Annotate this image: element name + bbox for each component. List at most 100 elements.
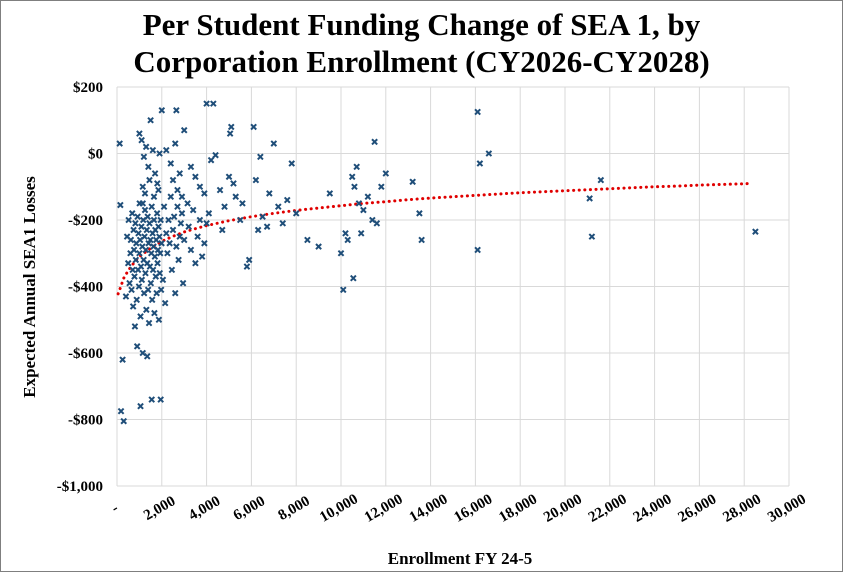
- data-point-stroke: [145, 163, 152, 171]
- data-point: [357, 229, 365, 237]
- data-point: [151, 170, 159, 177]
- data-point: [371, 138, 378, 146]
- data-point-stroke: [351, 183, 358, 191]
- data-point: [378, 183, 385, 191]
- data-point: [155, 316, 163, 324]
- data-point: [226, 130, 234, 137]
- data-point-stroke: [173, 243, 180, 250]
- x-tick-label: 14,000: [407, 491, 451, 525]
- data-point: [196, 216, 204, 224]
- data-point-stroke: [371, 138, 378, 146]
- data-point-stroke: [161, 299, 169, 307]
- data-point: [174, 186, 181, 194]
- data-point-stroke: [171, 140, 179, 147]
- data-point-stroke: [149, 266, 157, 274]
- data-point: [145, 239, 152, 247]
- data-point: [270, 140, 278, 147]
- data-point-stroke: [148, 203, 156, 211]
- data-point: [135, 283, 143, 290]
- data-point-stroke: [135, 283, 143, 290]
- data-point: [201, 239, 208, 247]
- data-point-stroke: [279, 220, 287, 227]
- data-point: [141, 190, 149, 197]
- data-point-stroke: [120, 417, 128, 425]
- data-point: [236, 216, 244, 224]
- data-point-stroke: [141, 190, 149, 197]
- data-point-stroke: [156, 233, 163, 240]
- data-point-stroke: [140, 153, 148, 161]
- data-point-stroke: [148, 296, 156, 304]
- data-point: [597, 176, 605, 184]
- data-point: [192, 173, 199, 181]
- data-point-stroke: [127, 236, 135, 244]
- data-point-stroke: [382, 170, 390, 177]
- data-point: [212, 151, 219, 159]
- data-point-stroke: [150, 243, 157, 250]
- data-point-stroke: [409, 178, 416, 186]
- data-point-stroke: [157, 396, 164, 403]
- data-point-stroke: [586, 195, 593, 202]
- data-point: [161, 299, 169, 307]
- data-point-stroke: [180, 236, 188, 244]
- data-point-stroke: [196, 216, 204, 224]
- data-point-stroke: [137, 263, 145, 270]
- x-tick-label: 4,000: [186, 493, 223, 524]
- data-point-stroke: [153, 210, 161, 217]
- x-tick-label: 8,000: [276, 493, 313, 524]
- x-tick-label: 30,000: [765, 491, 809, 525]
- data-point-stroke: [236, 216, 244, 224]
- chart-title: Per Student Funding Change of SEA 1, by …: [0, 6, 843, 80]
- data-point-stroke: [151, 253, 159, 260]
- y-tick-label: -$600: [68, 346, 103, 362]
- data-point-stroke: [175, 256, 182, 264]
- data-point-stroke: [304, 236, 311, 244]
- data-point: [130, 246, 138, 254]
- data-point-stroke: [288, 160, 296, 167]
- data-point-stroke: [254, 226, 262, 234]
- data-point-stroke: [139, 183, 147, 191]
- data-point-stroke: [752, 228, 759, 235]
- data-point-stroke: [176, 233, 184, 240]
- data-point: [149, 146, 157, 154]
- data-point: [167, 160, 175, 167]
- data-point-stroke: [245, 256, 253, 264]
- data-point-stroke: [196, 183, 204, 191]
- data-point: [187, 163, 195, 171]
- data-point: [133, 296, 141, 304]
- data-point: [409, 178, 416, 186]
- data-point-stroke: [218, 226, 226, 234]
- data-point: [243, 263, 251, 270]
- data-point-stroke: [130, 226, 137, 234]
- data-point-stroke: [150, 216, 158, 224]
- data-point-stroke: [117, 407, 125, 415]
- data-point: [156, 269, 164, 277]
- data-point-stroke: [138, 276, 146, 284]
- data-point: [752, 228, 759, 235]
- data-point-stroke: [155, 223, 162, 230]
- data-point-stroke: [136, 249, 143, 257]
- data-point-stroke: [170, 213, 178, 220]
- x-tick-label: 20,000: [541, 491, 585, 525]
- data-point-stroke: [141, 233, 148, 240]
- data-point-stroke: [165, 216, 172, 224]
- data-point: [192, 259, 199, 267]
- data-point-stroke: [167, 160, 175, 167]
- data-point-stroke: [418, 236, 425, 244]
- data-point: [116, 140, 123, 147]
- data-point: [178, 210, 186, 217]
- data-point: [337, 249, 345, 257]
- data-point: [339, 286, 347, 294]
- data-point: [184, 200, 191, 207]
- data-point: [476, 160, 484, 167]
- data-point-stroke: [147, 116, 154, 124]
- data-point-stroke: [178, 193, 186, 201]
- data-point-stroke: [132, 256, 140, 264]
- data-point-stroke: [128, 286, 135, 294]
- data-point-stroke: [344, 236, 352, 244]
- data-points: [116, 100, 759, 425]
- data-point-stroke: [178, 210, 186, 217]
- data-point: [173, 243, 180, 250]
- data-point: [196, 183, 204, 191]
- data-point-stroke: [117, 201, 124, 209]
- y-axis-ticks: $200 $0 -$200 -$400 -$600 -$800 -$1,000: [57, 80, 103, 495]
